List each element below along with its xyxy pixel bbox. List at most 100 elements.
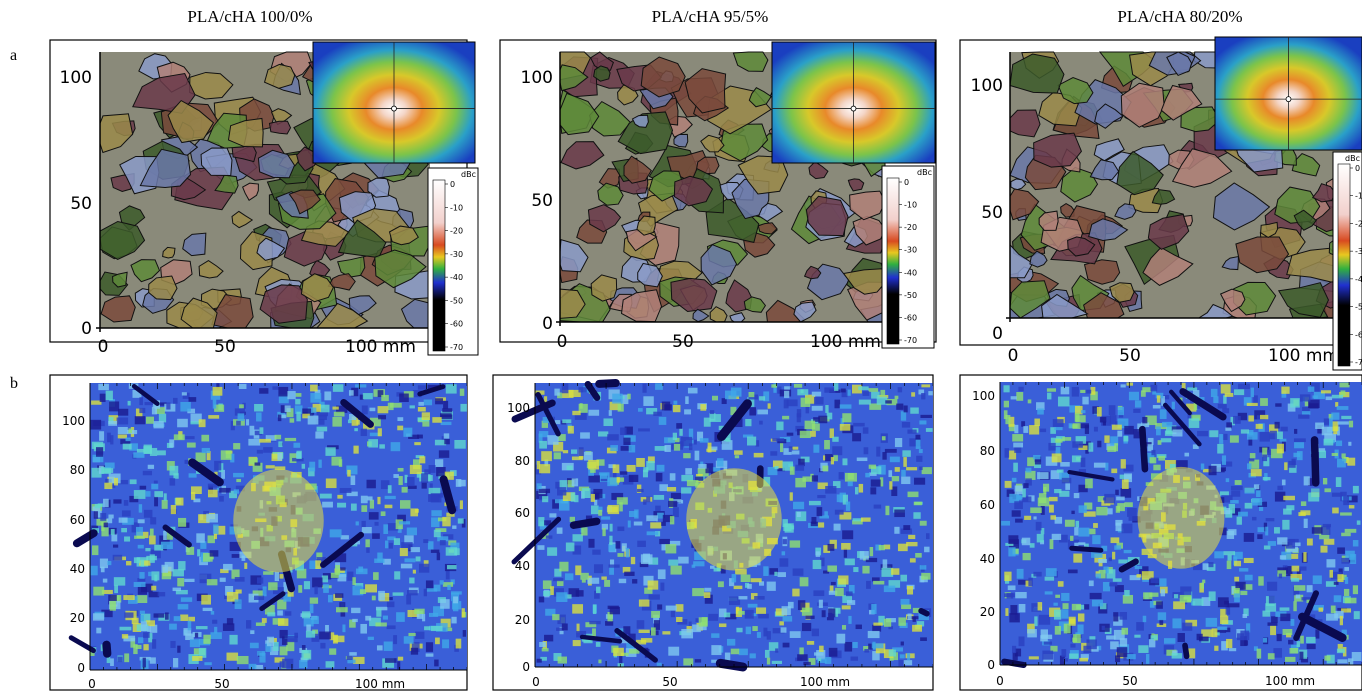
map-cell (734, 450, 743, 454)
map-cell (1058, 397, 1070, 407)
map-cell (1329, 418, 1333, 427)
map-cell (310, 604, 314, 613)
map-cell (795, 465, 804, 471)
map-cell (302, 464, 305, 469)
map-cell (900, 599, 909, 605)
map-cell (1343, 496, 1349, 505)
map-cell (1304, 519, 1308, 528)
map-cell (1270, 431, 1277, 440)
map-cell (154, 481, 158, 484)
map-cell (894, 509, 905, 517)
x-tick-label: 0 (88, 677, 96, 691)
map-cell (1341, 416, 1351, 419)
map-cell (792, 450, 800, 454)
map-cell (1260, 398, 1268, 406)
map-cell (828, 608, 835, 617)
map-cell (447, 585, 450, 590)
map-cell (853, 567, 858, 572)
map-cell (662, 631, 670, 634)
map-cell (353, 446, 358, 454)
map-cell (1061, 649, 1066, 657)
map-cell (394, 571, 400, 579)
y-tick-label: 100 (971, 76, 1003, 96)
map-cell (1072, 604, 1081, 610)
map-cell (634, 522, 643, 526)
map-cell (1143, 616, 1146, 622)
map-cell (407, 590, 418, 595)
map-cell (1294, 429, 1297, 434)
map-cell (1111, 537, 1120, 543)
map-cell (735, 455, 739, 458)
map-cell (670, 473, 676, 480)
map-cell (627, 465, 636, 472)
map-cell (396, 612, 405, 622)
map-cell (334, 636, 344, 643)
map-cell (634, 509, 638, 518)
map-cell (349, 390, 354, 396)
map-cell (759, 396, 765, 400)
map-cell (668, 647, 679, 656)
map-cell (1151, 635, 1158, 639)
map-cell (154, 491, 163, 497)
map-cell (759, 421, 763, 425)
map-cell (140, 615, 144, 622)
map-cell (651, 611, 660, 618)
map-cell (101, 567, 105, 573)
map-cell (895, 396, 899, 399)
map-cell (902, 422, 910, 428)
map-cell (919, 420, 926, 424)
map-cell (154, 613, 165, 617)
map-cell (460, 389, 465, 396)
map-cell (435, 459, 443, 467)
map-cell (1004, 410, 1008, 419)
map-cell (352, 577, 355, 585)
map-cell (1046, 568, 1057, 576)
map-cell (609, 410, 612, 416)
map-cell (724, 613, 730, 618)
map-cell (781, 627, 787, 632)
map-cell (819, 600, 823, 608)
map-cell (117, 417, 129, 424)
map-cell (185, 436, 194, 439)
map-cell (676, 604, 684, 612)
map-cell (1013, 443, 1023, 448)
map-cell (901, 477, 910, 484)
map-cell (1324, 439, 1334, 446)
map-cell (637, 541, 646, 547)
map-cell (239, 404, 244, 408)
map-cell (440, 599, 450, 609)
map-cell (544, 635, 553, 642)
map-cell (698, 464, 706, 469)
map-cell (1068, 570, 1078, 574)
map-cell (639, 630, 650, 633)
map-cell (280, 661, 285, 667)
map-cell (1337, 574, 1343, 582)
map-cell (1084, 604, 1089, 609)
map-cell (903, 457, 907, 467)
map-cell (1274, 527, 1280, 533)
map-cell (378, 428, 382, 436)
map-cell (213, 400, 217, 409)
map-cell (1227, 531, 1234, 539)
map-cell (584, 452, 593, 461)
map-cell (1034, 616, 1037, 626)
map-cell (876, 447, 880, 457)
hot-region (686, 468, 782, 570)
map-cell (1045, 577, 1054, 581)
map-cell (1234, 577, 1239, 582)
map-cell (1234, 561, 1241, 566)
map-cell (154, 496, 158, 506)
x-tick-label: 50 (1119, 346, 1141, 366)
map-cell (546, 535, 553, 538)
map-cell (1307, 538, 1313, 545)
map-cell (361, 429, 367, 436)
map-cell (383, 524, 388, 534)
map-cell (124, 500, 129, 506)
map-cell (631, 557, 635, 564)
map-cell (1180, 586, 1191, 596)
map-cell (1109, 558, 1112, 562)
map-cell (1072, 455, 1081, 462)
map-cell (901, 642, 904, 646)
map-cell (790, 631, 801, 638)
map-cell (782, 519, 787, 527)
